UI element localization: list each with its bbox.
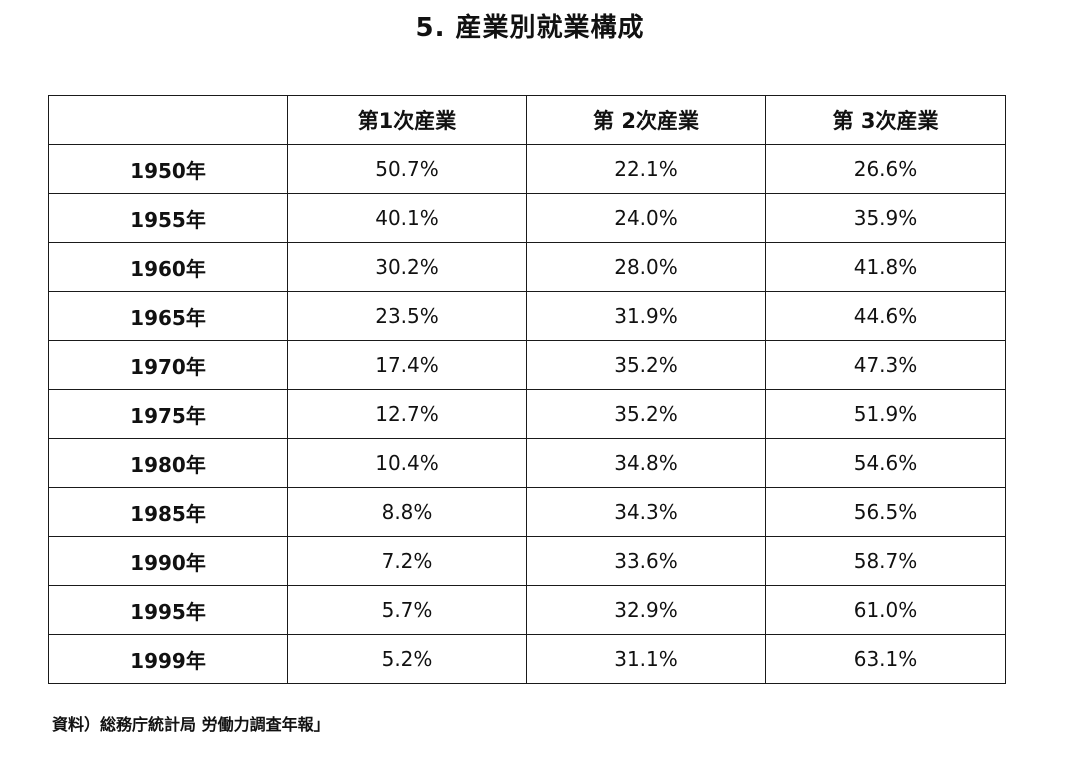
tertiary-industry-cell: 56.5% [765,487,1006,537]
tertiary-industry-cell: 58.7% [765,536,1006,586]
secondary-industry-cell: 34.3% [526,487,766,537]
page-title: 5. 産業別就業構成 [415,13,645,43]
secondary-industry-cell: 35.2% [526,389,766,439]
year-cell: 1975年 [48,389,288,439]
primary-industry-cell: 5.2% [287,634,527,684]
year-cell: 1995年 [48,585,288,635]
tertiary-industry-cell: 44.6% [765,291,1006,341]
year-cell: 1950年 [48,144,288,194]
primary-industry-cell: 5.7% [287,585,527,635]
primary-industry-cell: 10.4% [287,438,527,488]
table-row: 1999年 5.2% 31.1% 63.1% [48,634,1006,684]
header-year [48,95,288,145]
year-cell: 1985年 [48,487,288,537]
tertiary-industry-cell: 35.9% [765,193,1006,243]
secondary-industry-cell: 34.8% [526,438,766,488]
year-cell: 1960年 [48,242,288,292]
table-row: 1985年 8.8% 34.3% 56.5% [48,487,1006,537]
tertiary-industry-cell: 41.8% [765,242,1006,292]
primary-industry-cell: 17.4% [287,340,527,390]
tertiary-industry-cell: 26.6% [765,144,1006,194]
secondary-industry-cell: 32.9% [526,585,766,635]
table-row: 1970年 17.4% 35.2% 47.3% [48,340,1006,390]
tertiary-industry-cell: 63.1% [765,634,1006,684]
year-cell: 1999年 [48,634,288,684]
header-row: 第1次産業 第 2次産業 第 3次産業 [48,95,1006,145]
tertiary-industry-cell: 47.3% [765,340,1006,390]
secondary-industry-cell: 24.0% [526,193,766,243]
table-header: 第1次産業 第 2次産業 第 3次産業 [48,95,1006,145]
primary-industry-cell: 40.1% [287,193,527,243]
primary-industry-cell: 23.5% [287,291,527,341]
table-row: 1980年 10.4% 34.8% 54.6% [48,438,1006,488]
table-row: 1955年 40.1% 24.0% 35.9% [48,193,1006,243]
year-cell: 1955年 [48,193,288,243]
year-cell: 1965年 [48,291,288,341]
year-cell: 1990年 [48,536,288,586]
employment-by-industry-table: 第1次産業 第 2次産業 第 3次産業 1950年 50.7% 22.1% 26.6%… [48,95,1006,684]
header-secondary-industry: 第 2次産業 [526,95,766,145]
primary-industry-cell: 30.2% [287,242,527,292]
table-row: 1960年 30.2% 28.0% 41.8% [48,242,1006,292]
tertiary-industry-cell: 51.9% [765,389,1006,439]
year-cell: 1970年 [48,340,288,390]
tertiary-industry-cell: 61.0% [765,585,1006,635]
primary-industry-cell: 50.7% [287,144,527,194]
secondary-industry-cell: 31.1% [526,634,766,684]
primary-industry-cell: 12.7% [287,389,527,439]
secondary-industry-cell: 31.9% [526,291,766,341]
table-row: 1990年 7.2% 33.6% 58.7% [48,536,1006,586]
table-row: 1995年 5.7% 32.9% 61.0% [48,585,1006,635]
year-cell: 1980年 [48,438,288,488]
table-body: 1950年 50.7% 22.1% 26.6% 1955年 40.1% 24.0% 35.9%… [48,144,1006,684]
secondary-industry-cell: 35.2% [526,340,766,390]
header-tertiary-industry: 第 3次産業 [765,95,1006,145]
header-primary-industry: 第1次産業 [287,95,527,145]
primary-industry-cell: 8.8% [287,487,527,537]
secondary-industry-cell: 22.1% [526,144,766,194]
source-note: 資料）総務庁統計局 労働力調査年報」 [52,715,330,734]
table-row: 1975年 12.7% 35.2% 51.9% [48,389,1006,439]
table-row: 1950年 50.7% 22.1% 26.6% [48,144,1006,194]
secondary-industry-cell: 28.0% [526,242,766,292]
secondary-industry-cell: 33.6% [526,536,766,586]
table-row: 1965年 23.5% 31.9% 44.6% [48,291,1006,341]
primary-industry-cell: 7.2% [287,536,527,586]
tertiary-industry-cell: 54.6% [765,438,1006,488]
